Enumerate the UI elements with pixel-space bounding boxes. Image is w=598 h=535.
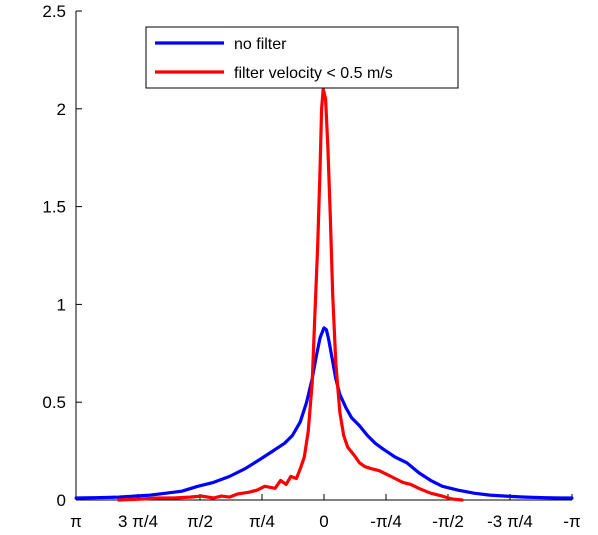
x-tick-label: π/2 <box>187 512 213 531</box>
y-tick-label: 0 <box>57 491 66 510</box>
legend: no filter filter velocity < 0.5 m/s <box>145 26 459 89</box>
legend-label-no-filter: no filter <box>234 36 287 53</box>
x-ticks: π 3 π/4 π/2 π/4 0 -π/4 -π/2 -3 π/4 -π <box>70 494 581 531</box>
x-tick-label: π/4 <box>249 512 275 531</box>
x-tick-label: -3 π/4 <box>487 512 533 531</box>
y-ticks: 0 0.5 1 1.5 2 2.5 <box>42 2 82 510</box>
x-tick-label: 0 <box>319 512 328 531</box>
series-layer <box>74 87 574 502</box>
x-tick-label: π <box>70 512 82 531</box>
x-tick-label: -π/2 <box>432 512 464 531</box>
legend-box <box>145 26 459 89</box>
y-tick-label: 1 <box>57 295 66 314</box>
series-line-filter-velocity <box>117 87 464 502</box>
y-tick-label: 2 <box>57 100 66 119</box>
x-tick-label: -π <box>563 512 580 531</box>
x-tick-label: -π/4 <box>370 512 402 531</box>
y-tick-label: 2.5 <box>42 2 66 21</box>
legend-label-filter-velocity: filter velocity < 0.5 m/s <box>234 65 393 82</box>
x-tick-label: 3 π/4 <box>118 512 158 531</box>
y-tick-label: 0.5 <box>42 393 66 412</box>
series-line-no-filter <box>74 326 574 500</box>
y-tick-label: 1.5 <box>42 198 66 217</box>
